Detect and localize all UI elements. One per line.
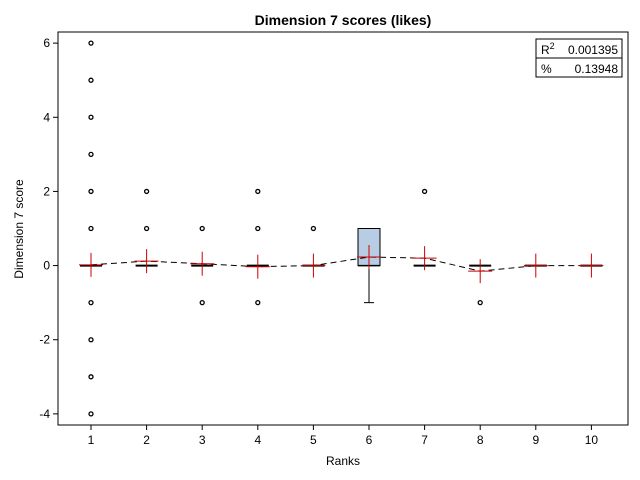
r-squared-value: 0.001395	[568, 43, 618, 57]
percent-label: %	[541, 62, 552, 76]
percent-value: 0.13948	[575, 62, 619, 76]
outlier-point	[88, 300, 94, 306]
x-tick-label: 6	[366, 433, 373, 447]
outlier-point	[88, 411, 94, 417]
outlier-point	[255, 188, 261, 195]
y-axis: -4 -2 0 2 4 6	[39, 36, 58, 421]
x-tick-label: 4	[254, 433, 261, 447]
plot-area-frame	[57, 31, 629, 426]
x-tick-label: 10	[585, 433, 599, 447]
outlier-point	[88, 225, 94, 232]
chart-title: Dimension 7 scores (likes)	[255, 12, 432, 28]
x-tick-label: 8	[477, 433, 484, 447]
outlier-point	[88, 337, 94, 343]
outlier-point	[88, 77, 94, 83]
outlier-point	[88, 114, 94, 120]
y-tick-label: 0	[43, 259, 50, 273]
y-tick-label: -4	[39, 407, 50, 421]
mean-marker-series	[79, 245, 604, 284]
y-tick-label: 4	[43, 110, 50, 124]
x-axis: 1 2 3 4 5 6 7 8 9 10	[88, 425, 599, 447]
x-tick-label: 1	[88, 433, 95, 447]
outlier-point	[143, 225, 150, 232]
y-tick-label: 6	[43, 36, 50, 50]
outlier-point	[88, 374, 94, 380]
x-tick-label: 3	[199, 433, 206, 447]
outlier-point	[88, 188, 94, 195]
outlier-point	[477, 300, 483, 306]
y-axis-label: Dimension 7 score	[12, 179, 26, 279]
stats-legend-box: R2 0.001395 % 0.13948	[535, 38, 623, 78]
outlier-point	[255, 225, 261, 232]
x-tick-label: 5	[310, 433, 317, 447]
outlier-point	[421, 188, 428, 195]
outlier-point	[255, 300, 261, 306]
x-axis-label: Ranks	[326, 454, 360, 468]
outlier-point	[199, 300, 205, 306]
outlier-point	[88, 40, 94, 46]
x-tick-label: 9	[532, 433, 539, 447]
r-squared-label: R2	[541, 41, 555, 57]
outlier-point	[143, 188, 150, 195]
mean-trend-line	[90, 256, 592, 272]
y-tick-label: -2	[39, 333, 50, 347]
x-tick-label: 7	[421, 433, 428, 447]
outlier-series	[88, 40, 483, 417]
outlier-point	[310, 225, 317, 232]
x-tick-label: 2	[143, 433, 150, 447]
outlier-point	[199, 225, 205, 232]
y-tick-label: 2	[43, 184, 50, 198]
outlier-point	[88, 151, 94, 157]
